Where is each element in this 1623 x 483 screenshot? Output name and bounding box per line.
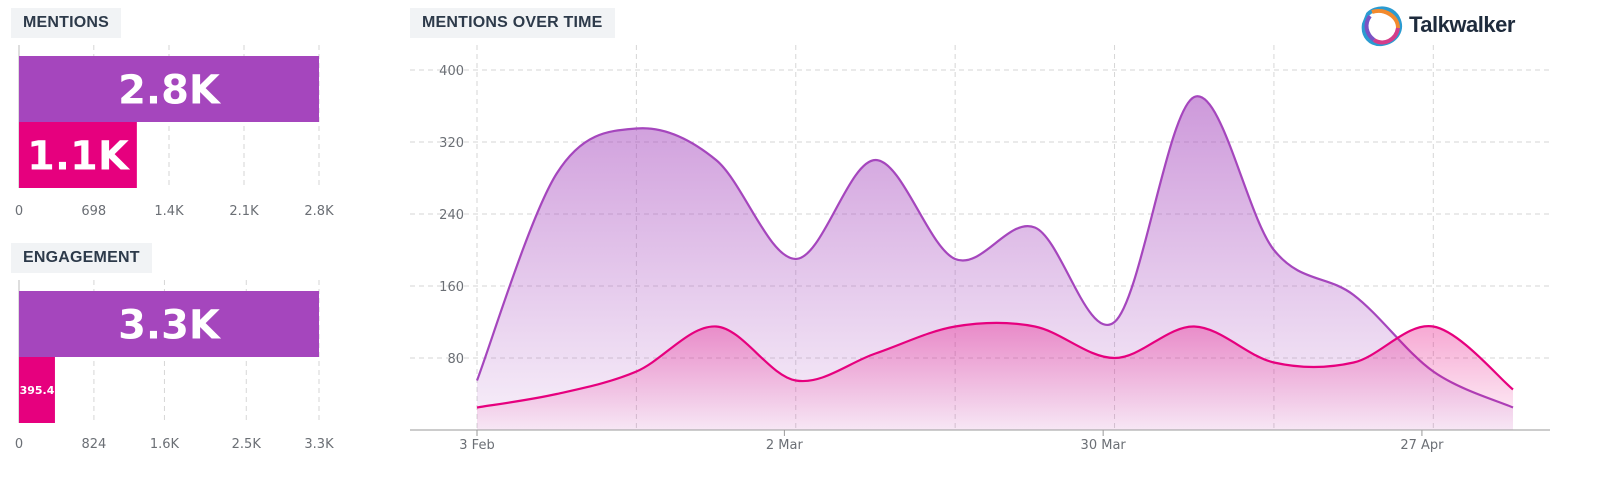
- talkwalker-logo-icon: [1361, 6, 1402, 47]
- bar[interactable]: [19, 122, 137, 188]
- y-tick-label: 400: [439, 64, 464, 79]
- bar-value-label: 2.8K: [118, 67, 222, 113]
- y-tick-label: 240: [439, 208, 464, 223]
- series-line[interactable]: [475, 95, 1514, 409]
- y-tick-label: 80: [447, 352, 464, 367]
- y-tick-label: 160: [439, 280, 464, 295]
- x-tick-label: 30 Mar: [1081, 438, 1127, 453]
- series-area: [477, 322, 1513, 430]
- bar-value-label: 1.1K: [27, 133, 131, 179]
- x-tick-label: 0: [15, 437, 23, 452]
- bar[interactable]: [19, 56, 319, 122]
- x-tick-label: 1.6K: [150, 437, 180, 452]
- x-tick-label: 698: [81, 204, 106, 219]
- engagement-title: ENGAGEMENT: [11, 243, 152, 273]
- engagement-bar-chart: 0 824 1.6K 2.5K 3.3K 3.3K 395.4: [15, 280, 334, 452]
- bar[interactable]: [19, 291, 319, 357]
- x-tick-label: 2 Mar: [766, 438, 804, 453]
- mentions-over-time-title: MENTIONS OVER TIME: [410, 8, 615, 38]
- bar-value-label: 3.3K: [118, 302, 222, 348]
- x-tick-label: 3 Feb: [459, 438, 494, 453]
- bar-value-label: 395.4: [20, 384, 55, 397]
- series-line[interactable]: [476, 321, 1514, 409]
- x-tick-label: 2.8K: [304, 204, 334, 219]
- x-tick-label: 27 Apr: [1400, 438, 1444, 453]
- x-tick-label: 824: [81, 437, 106, 452]
- x-tick-label: 2.1K: [229, 204, 259, 219]
- mentions-title: MENTIONS: [11, 8, 122, 38]
- brand-name: Talkwalker: [1409, 12, 1515, 37]
- x-tick-label: 1.4K: [154, 204, 184, 219]
- y-tick-label: 320: [439, 136, 464, 151]
- x-tick-label: 0: [15, 204, 23, 219]
- mentions-over-time-chart: 80 160 240 320 400 3 Feb 2 Mar 30 Mar 27 Apr: [410, 45, 1550, 453]
- x-tick-label: 2.5K: [232, 437, 262, 452]
- bar[interactable]: [19, 357, 55, 423]
- x-tick-label: 3.3K: [304, 437, 334, 452]
- mentions-bar-chart: 0 698 1.4K 2.1K 2.8K 2.8K 1.1K: [15, 45, 334, 219]
